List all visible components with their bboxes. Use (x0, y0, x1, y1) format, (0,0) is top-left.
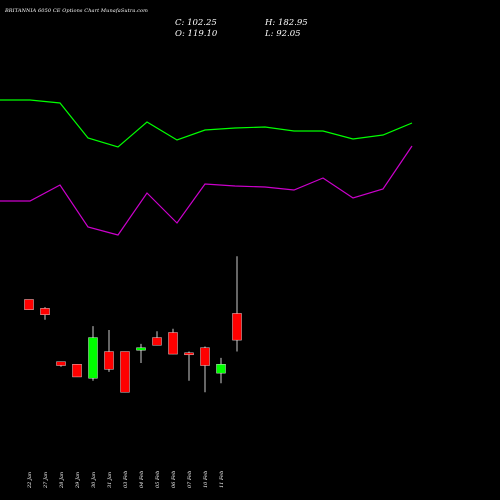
high-label: H: 182.95 (265, 18, 308, 28)
candle-down (200, 347, 210, 366)
x-tick-label: 30 Jan (91, 472, 97, 488)
x-tick-label: 27 Jan (43, 472, 49, 489)
candle-down (24, 299, 34, 310)
candle-down (104, 351, 114, 370)
candle-down (56, 361, 66, 366)
x-tick-label: 29 Jan (75, 472, 81, 489)
x-tick-label: 06 Feb (171, 471, 177, 488)
candle-down (40, 308, 50, 315)
x-tick-label: 22 Jan (27, 472, 33, 489)
chart-title: BRITANNIA 6050 CE Options Chart MunafaSu… (5, 8, 148, 14)
candle-down (184, 352, 194, 356)
x-tick-label: 03 Feb (123, 471, 129, 488)
x-tick-label: 11 Feb (219, 471, 225, 488)
candle-down (72, 364, 82, 378)
candle-down (152, 337, 162, 346)
x-tick-label: 05 Feb (155, 471, 161, 488)
candle-up (216, 364, 226, 374)
candle-up (88, 337, 98, 379)
candle-down (232, 313, 242, 341)
candle-down (120, 351, 130, 393)
x-tick-label: 04 Feb (139, 471, 145, 488)
candle-down (168, 332, 178, 355)
candle-up (136, 347, 146, 351)
close-label: C: 102.25 (175, 18, 217, 28)
x-tick-label: 31 Jan (107, 472, 113, 488)
overlay-line-1 (0, 145, 413, 236)
open-label: O: 119.10 (175, 29, 218, 39)
x-tick-label: 28 Jan (59, 472, 65, 489)
overlay-line-0 (0, 99, 413, 148)
low-label: L: 92.05 (265, 29, 301, 39)
x-tick-label: 07 Feb (187, 471, 193, 488)
x-tick-label: 10 Feb (203, 471, 209, 488)
